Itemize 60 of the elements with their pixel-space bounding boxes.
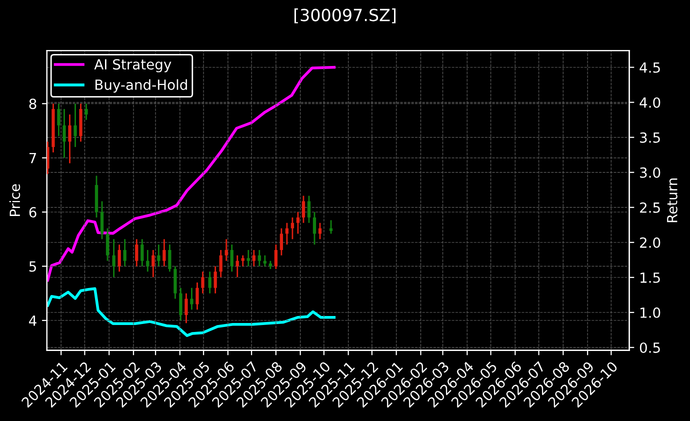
y-tick-label: 7 [30, 152, 36, 164]
candlestick [274, 244, 278, 270]
candlestick [302, 195, 306, 224]
candlestick [112, 238, 116, 278]
candlestick [312, 211, 316, 246]
candlestick [168, 244, 172, 272]
y2-tick-label: 4.5 [640, 62, 660, 73]
candlestick [68, 114, 72, 164]
candlestick [214, 266, 217, 294]
candlestick [290, 216, 294, 240]
candlestick [157, 244, 160, 267]
y2-tick-label: 2.5 [640, 202, 660, 213]
y2-tick-label: 1.5 [640, 272, 660, 283]
candlestick [140, 238, 144, 267]
candlestick [162, 238, 166, 267]
candlestick [123, 238, 126, 267]
candlestick [118, 244, 121, 272]
candlestick [201, 270, 204, 294]
candlestick [246, 249, 250, 267]
candlestick [236, 254, 239, 278]
candlestick [106, 228, 110, 262]
y2-tick-label: 3.0 [640, 167, 660, 178]
line-series [46, 287, 336, 337]
candlestick [100, 200, 104, 240]
y-tick-label: 6 [29, 207, 36, 218]
legend-label: AI Strategy [94, 59, 172, 72]
candlestick [230, 244, 234, 272]
candlestick [184, 292, 188, 324]
candlestick [84, 102, 88, 121]
candlestick [46, 140, 50, 175]
candlestick [74, 102, 77, 148]
candlestick [179, 287, 182, 322]
y2-tick-label: 1.0 [640, 307, 660, 318]
candlestick [190, 287, 194, 310]
candlestick [296, 211, 300, 234]
candlestick [307, 195, 311, 224]
chart-title: [300097.SZ] [294, 8, 396, 24]
y-tick-label: 8 [29, 98, 36, 110]
candlestick [135, 238, 138, 267]
candlestick [258, 249, 261, 267]
candlestick [152, 249, 155, 278]
candlestick [224, 238, 228, 262]
y2-axis-title: Return [667, 178, 678, 222]
candlestick [57, 102, 60, 137]
candlestick [252, 249, 256, 267]
candlestick [146, 249, 150, 272]
candlestick [280, 228, 284, 256]
legend-label: Buy-and-Hold [96, 79, 187, 93]
y2-tick-label: 3.5 [640, 132, 660, 143]
y-axis-title: Price [9, 184, 20, 216]
y-tick-label: 5 [29, 261, 36, 272]
candlestick [62, 108, 66, 159]
y2-tick-label: 0.5 [640, 342, 660, 353]
candlestick [219, 249, 222, 278]
candlestick [196, 282, 199, 310]
y2-tick-label: 2.0 [640, 237, 660, 248]
y2-tick-label: 4.0 [640, 97, 660, 108]
candlestick [241, 254, 244, 267]
candlestick [208, 270, 212, 294]
y-tick-label: 4 [29, 316, 36, 326]
